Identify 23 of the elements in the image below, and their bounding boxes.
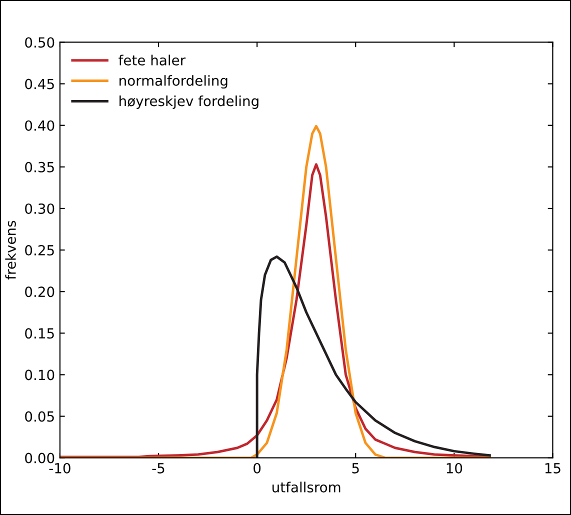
y-tick-label: 0.10	[25, 370, 54, 380]
y-axis-title: frekvens	[5, 220, 16, 280]
y-tick-label: 0.45	[25, 78, 54, 90]
y-tick-label: 0.15	[25, 328, 54, 339]
legend-label: høyreskjev fordeling	[120, 96, 258, 109]
x-tick-label: 15	[545, 463, 560, 474]
x-tick-label: 5	[352, 463, 359, 474]
y-tick-label: 0.00	[25, 452, 54, 464]
line-series	[256, 255, 491, 458]
y-tick-label: 0.50	[25, 37, 54, 48]
x-tick-label: 10	[446, 462, 462, 474]
legend-label: fete haler	[118, 54, 186, 66]
legend-label: normalfordeling	[120, 75, 228, 89]
y-tick-label: 0.40	[25, 120, 54, 131]
x-tick-label: -10	[49, 462, 70, 474]
y-tick-label: 0.25	[25, 245, 54, 256]
x-axis-title: utfallsrom	[272, 482, 340, 492]
y-tick-label: 0.35	[25, 162, 54, 172]
y-tick-label: 0.30	[25, 203, 54, 214]
y-tick-label: 0.20	[25, 286, 54, 298]
y-tick-label: 0.05	[25, 411, 54, 422]
x-tick-label: -5	[152, 463, 164, 474]
x-tick-label: 0	[254, 462, 261, 474]
